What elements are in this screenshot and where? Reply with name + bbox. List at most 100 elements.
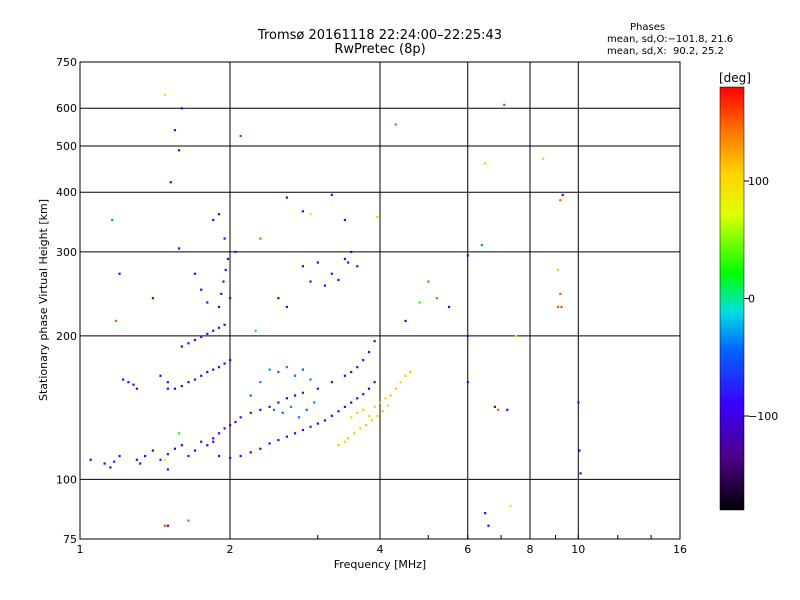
- data-point: [309, 378, 312, 381]
- data-point: [193, 272, 197, 275]
- data-point: [350, 416, 353, 419]
- data-point: [373, 405, 376, 408]
- data-point: [542, 157, 545, 161]
- data-point: [367, 414, 371, 417]
- data-point: [169, 181, 172, 184]
- data-point: [316, 261, 319, 264]
- data-point: [206, 370, 209, 374]
- chart-title: Tromsø 20161118 22:24:00–22:25:43: [257, 28, 503, 43]
- data-point: [399, 381, 402, 384]
- data-point: [212, 329, 215, 332]
- data-point: [127, 381, 130, 384]
- data-point: [418, 301, 421, 304]
- data-point: [259, 381, 262, 384]
- data-point: [268, 368, 271, 371]
- data-point: [356, 411, 359, 414]
- x-tick-label: 16: [673, 543, 687, 556]
- data-point: [373, 381, 376, 384]
- data-point: [268, 405, 271, 408]
- data-point: [309, 280, 312, 283]
- data-point: [220, 292, 223, 295]
- data-point: [330, 272, 333, 275]
- data-point: [277, 401, 280, 404]
- data-point: [346, 261, 350, 264]
- data-point: [249, 451, 252, 454]
- data-point: [350, 401, 353, 404]
- data-point: [122, 378, 125, 381]
- data-point: [560, 305, 563, 309]
- data-point: [350, 370, 353, 374]
- data-point: [301, 265, 305, 268]
- data-point: [193, 449, 197, 452]
- chart-subtitle: RwPretec (8p): [334, 42, 426, 57]
- data-point: [343, 257, 347, 261]
- y-tick-label: 400: [56, 186, 77, 199]
- data-point: [187, 519, 190, 522]
- data-point: [259, 237, 262, 240]
- data-point: [193, 338, 197, 342]
- data-point: [187, 381, 190, 384]
- colorbar-tick-label: 100: [748, 175, 769, 188]
- data-point: [487, 524, 490, 527]
- data-point: [272, 408, 276, 411]
- data-point: [151, 449, 155, 452]
- data-point: [200, 288, 203, 291]
- data-point: [503, 103, 506, 107]
- data-point: [389, 394, 392, 397]
- data-point: [143, 454, 147, 458]
- data-point: [132, 383, 135, 386]
- data-point: [249, 394, 252, 397]
- data-point: [370, 419, 373, 422]
- data-point: [343, 374, 347, 377]
- y-tick-labels: 75 100 200 300 400 500 600 750: [56, 56, 77, 546]
- colorbar-ticks: 100 0 −100: [744, 175, 778, 423]
- data-point: [323, 284, 327, 287]
- data-point: [112, 460, 116, 463]
- data-point: [356, 366, 359, 369]
- phases-o-stats: mean, sd,O:−101.8, 21.6: [607, 34, 734, 45]
- data-point: [293, 432, 297, 435]
- data-point: [239, 454, 242, 458]
- data-point: [384, 397, 387, 400]
- data-point: [277, 370, 280, 374]
- x-tick-label: 10: [571, 543, 585, 556]
- data-point: [249, 411, 252, 414]
- data-point: [135, 458, 138, 461]
- data-point: [114, 319, 118, 323]
- data-point: [166, 453, 169, 456]
- data-point: [404, 319, 407, 323]
- data-point: [350, 250, 353, 254]
- data-point: [362, 393, 365, 396]
- data-point: [376, 414, 379, 417]
- data-point: [301, 428, 305, 432]
- x-tick-label: 6: [464, 543, 471, 556]
- data-point: [337, 278, 340, 282]
- data-point: [480, 244, 483, 247]
- data-point: [212, 437, 215, 440]
- data-point: [163, 524, 167, 527]
- data-point: [493, 405, 497, 408]
- data-point: [268, 442, 271, 445]
- data-point: [289, 405, 293, 408]
- data-point: [212, 218, 215, 222]
- data-point: [509, 504, 512, 508]
- data-point: [373, 340, 376, 343]
- colorbar-tick-label: −100: [748, 410, 778, 423]
- data-point: [559, 199, 562, 202]
- data-point: [151, 297, 155, 300]
- data-point: [223, 323, 226, 326]
- data-point: [301, 368, 305, 371]
- y-axis-label: Stationary phase Virtual Height [km]: [37, 199, 50, 401]
- data-point: [259, 408, 262, 411]
- data-point: [356, 397, 359, 400]
- data-point: [496, 408, 500, 411]
- data-point: [135, 387, 138, 390]
- data-point: [409, 370, 412, 374]
- data-point: [362, 358, 365, 362]
- data-point: [394, 123, 397, 126]
- data-point: [200, 440, 203, 443]
- data-point: [239, 416, 242, 419]
- data-point: [217, 326, 221, 329]
- data-point: [330, 381, 333, 384]
- data-point: [229, 424, 232, 427]
